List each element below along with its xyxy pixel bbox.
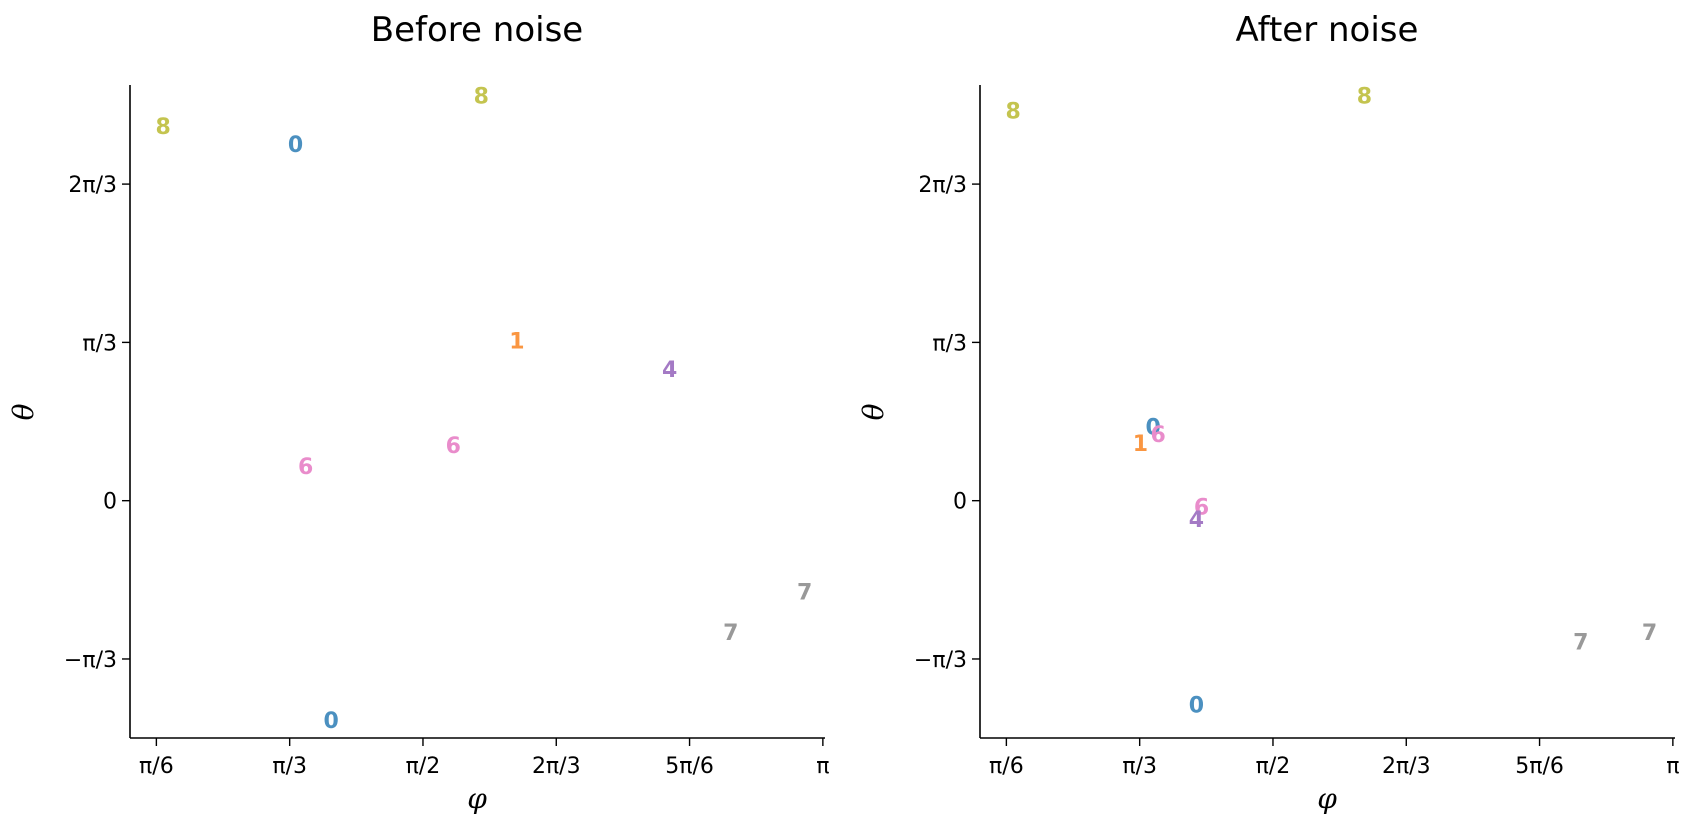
data-point-digit-7: 7 — [1642, 621, 1657, 646]
y-ticks: 2π/3 π/3 0 −π/3 — [914, 173, 980, 673]
x-ticks: π/6 π/3 π/2 2π/3 5π/6 π — [139, 738, 829, 779]
x-axis-label: φ — [1317, 782, 1337, 815]
data-point-digit-6: 6 — [1151, 423, 1166, 448]
panel-after-noise: After noise φ θ π/6 π/3 π/2 2π/3 5π/6 π 2π/3π… — [857, 10, 1679, 815]
x-axis-label: φ — [467, 782, 487, 815]
data-points: 8 0 8 1 4 6 6 7 7 0 — [155, 85, 812, 734]
y-tick-label: 0 — [953, 490, 967, 515]
data-point-digit-0: 0 — [1189, 694, 1204, 719]
data-point-digit-8: 8 — [474, 85, 489, 110]
data-point-digit-8: 8 — [1005, 100, 1020, 125]
y-tick-label: −π/3 — [64, 648, 117, 673]
x-tick-label: π/6 — [139, 754, 174, 779]
data-point-digit-1: 1 — [1133, 432, 1148, 457]
data-point-digit-8: 8 — [1357, 85, 1372, 110]
data-point-digit-4: 4 — [1189, 508, 1204, 533]
x-ticks: π/6 π/3 π/2 2π/3 5π/6 π — [989, 738, 1679, 779]
x-tick-label: π/6 — [989, 754, 1024, 779]
data-point-digit-6: 6 — [298, 455, 313, 480]
x-tick-label: 2π/3 — [532, 754, 581, 779]
x-tick-label: 5π/6 — [1515, 754, 1564, 779]
data-point-digit-6: 6 — [1194, 496, 1209, 521]
y-tick-label: 2π/3 — [918, 173, 967, 198]
data-point-digit-0: 0 — [1145, 416, 1160, 441]
data-point-digit-7: 7 — [1573, 630, 1588, 655]
chart-title: Before noise — [371, 10, 583, 50]
y-tick-label: 2π/3 — [68, 173, 117, 198]
data-point-digit-7: 7 — [723, 621, 738, 646]
data-point-digit-7: 7 — [797, 580, 812, 605]
chart-title: After noise — [1236, 10, 1419, 50]
data-point-digit-6: 6 — [446, 434, 461, 459]
x-tick-label: π/2 — [1256, 754, 1291, 779]
x-tick-label: 2π/3 — [1382, 754, 1431, 779]
x-tick-label: π/2 — [406, 754, 441, 779]
y-tick-label: −π/3 — [914, 648, 967, 673]
y-axis-label: θ — [7, 403, 40, 420]
y-tick-label: π/3 — [932, 331, 967, 356]
data-point-digit-4: 4 — [662, 358, 677, 383]
y-tick-label: 0 — [103, 490, 117, 515]
y-tick-label: π/3 — [82, 331, 117, 356]
x-tick-label: 5π/6 — [665, 754, 714, 779]
panel-before-noise: Before noise φ θ π/6 π/3 π/2 2π/3 5π/6 π 2π/3… — [7, 10, 829, 815]
y-ticks: 2π/3 π/3 0 −π/3 — [64, 173, 130, 673]
data-point-digit-0: 0 — [323, 709, 338, 734]
data-point-digit-0: 0 — [288, 133, 303, 158]
x-tick-label: π — [1666, 754, 1679, 779]
data-point-digit-1: 1 — [509, 329, 524, 354]
x-tick-label: π — [816, 754, 829, 779]
x-tick-label: π/3 — [1122, 754, 1157, 779]
x-tick-label: π/3 — [272, 754, 307, 779]
y-axis-label: θ — [857, 403, 890, 420]
data-point-digit-8: 8 — [155, 115, 170, 140]
